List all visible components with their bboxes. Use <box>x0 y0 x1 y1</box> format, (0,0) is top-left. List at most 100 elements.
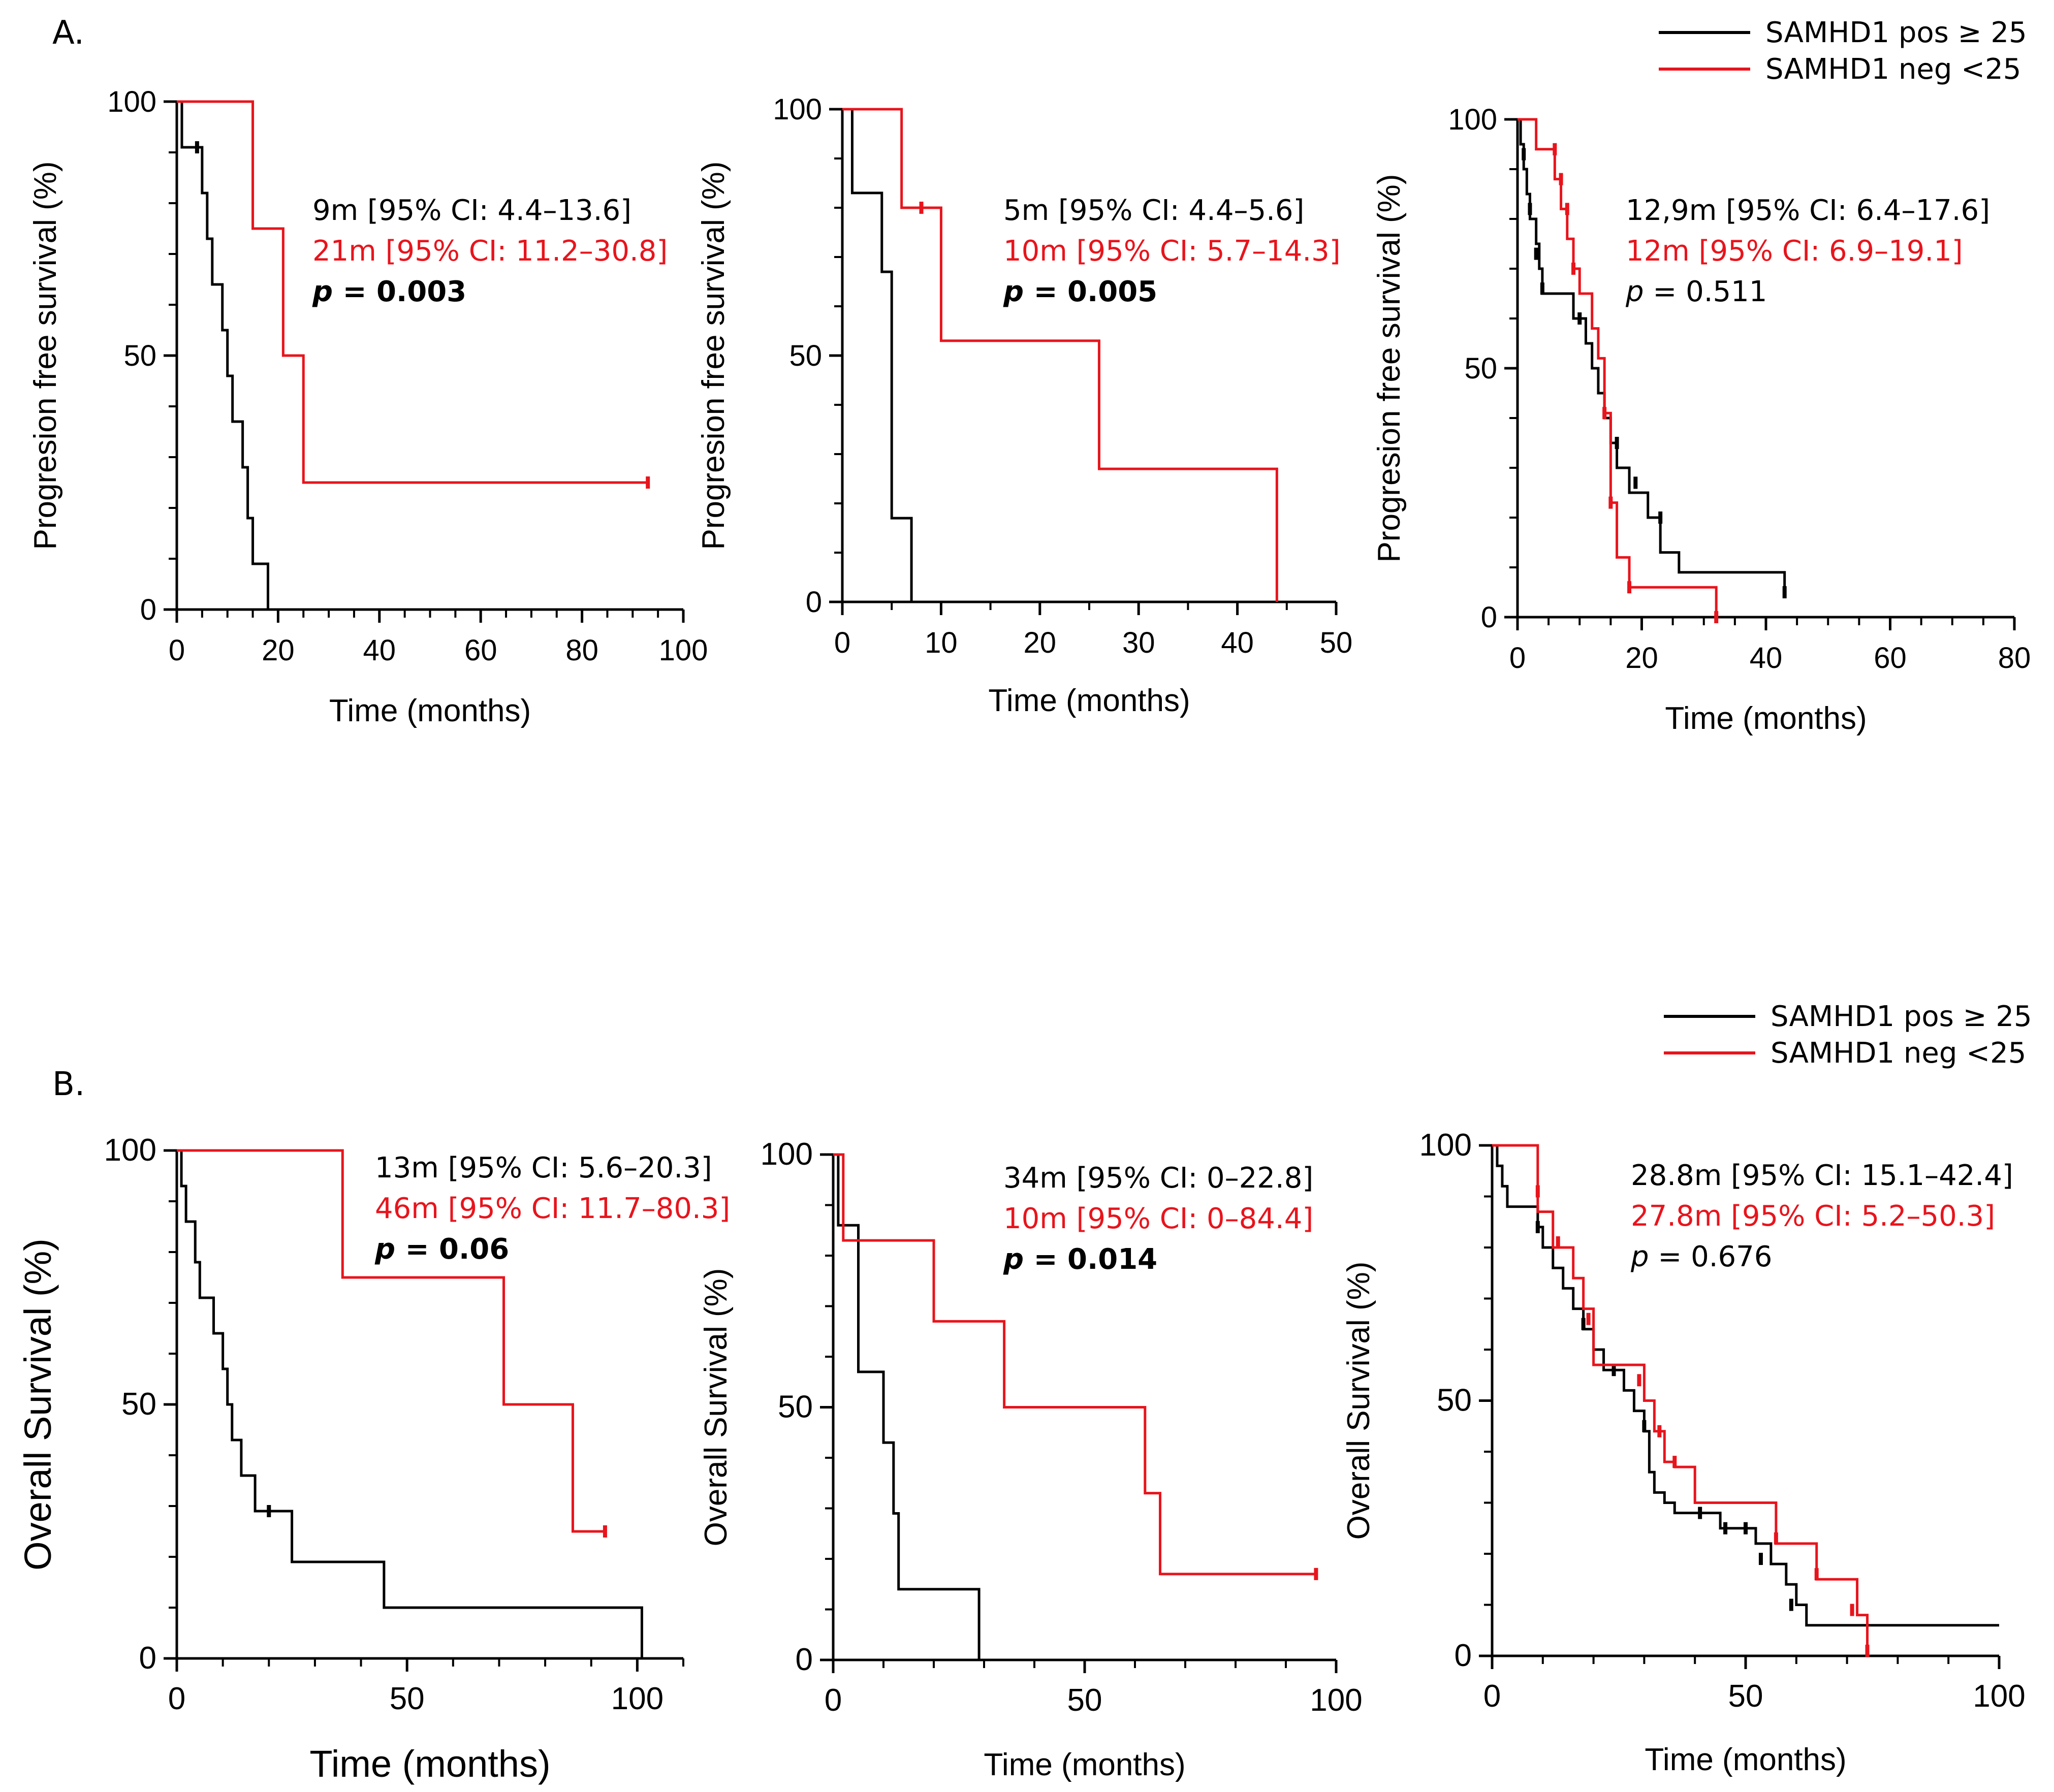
km-curve-neg <box>842 108 1278 602</box>
legend-label-neg: SAMHD1 neg <25 <box>1765 52 2021 86</box>
annotation-a1: 9m [95% CI: 4.4–13.6] 21m [95% CI: 11.2–… <box>312 190 668 312</box>
x-axis-label: Time (months) <box>1665 701 1867 736</box>
annotation-b2: 34m [95% CI: 0–22.8] 10m [95% CI: 0–84.4… <box>1003 1158 1313 1280</box>
y-axis-label: Progresion free survival (%) <box>696 162 731 550</box>
y-tick-label: 100 <box>107 85 156 118</box>
censor-mark-neg <box>646 476 650 489</box>
censor-mark-neg <box>1774 1532 1778 1545</box>
censor-mark-pos <box>1723 1522 1728 1534</box>
x-tick-label: 50 <box>1320 626 1353 659</box>
y-tick-label: 0 <box>139 1641 156 1676</box>
legend-label-pos: SAMHD1 pos ≥ 25 <box>1771 1000 2032 1033</box>
p-value: = 0.06 <box>395 1233 510 1266</box>
annotation-b1: 13m [95% CI: 5.6–20.3] 46m [95% CI: 11.7… <box>375 1148 730 1270</box>
y-tick-label: 0 <box>806 586 822 619</box>
censor-mark-neg <box>1814 1568 1819 1581</box>
km-curve-neg <box>1492 1144 1869 1656</box>
x-tick-label: 100 <box>1973 1679 2025 1714</box>
km-chart-6: 0 50 100 0 50 100 Time (months) Overall Surviva… <box>1341 1128 2026 1777</box>
censor-mark-pos <box>1522 148 1526 161</box>
y-axis-label: Progresion free survival (%) <box>1372 174 1407 563</box>
p-value: = 0.511 <box>1644 275 1767 308</box>
x-axis-label: Time (months) <box>988 683 1190 718</box>
legend-swatch-pos <box>1664 1015 1755 1018</box>
x-axis-label: Time (months) <box>984 1747 1185 1782</box>
x-tick-label: 0 <box>1509 642 1526 675</box>
censor-mark-neg <box>1571 263 1576 275</box>
km-chart-1: 0 20 40 60 80 100 0 50 100 Time (months) Progresio… <box>28 85 708 728</box>
p-label: p <box>312 275 333 308</box>
x-tick-label: 0 <box>825 1683 842 1718</box>
annotation-a3: 12,9m [95% CI: 6.4–17.6] 12m [95% CI: 6.… <box>1626 190 1990 312</box>
p-value-text: p = 0.06 <box>375 1229 730 1270</box>
p-value-text: p = 0.005 <box>1003 272 1341 312</box>
censor-mark-neg <box>1627 581 1632 594</box>
x-tick-label: 100 <box>611 1681 663 1716</box>
x-tick-label: 0 <box>169 634 185 667</box>
censor-mark-pos <box>1642 1420 1647 1432</box>
y-tick-label: 100 <box>773 93 822 126</box>
x-axis-label: Time (months) <box>309 1743 550 1785</box>
km-chart-5: 0 50 100 0 50 100 Time (months) Overall Surviva… <box>699 1137 1363 1782</box>
km-curve-pos <box>177 1149 643 1658</box>
censor-mark-neg <box>1850 1604 1854 1616</box>
legend-swatch-neg <box>1664 1051 1755 1054</box>
legend-bottom: SAMHD1 pos ≥ 25 SAMHD1 neg <25 <box>1664 998 2032 1071</box>
median-neg-text: 10m [95% CI: 0–84.4] <box>1003 1202 1314 1235</box>
p-label: p <box>1003 275 1024 308</box>
x-tick-label: 0 <box>168 1681 185 1716</box>
km-curve-neg <box>177 100 648 484</box>
p-value: = 0.003 <box>333 275 467 308</box>
y-tick-label: 0 <box>1455 1638 1472 1673</box>
p-label: p <box>1003 1243 1024 1276</box>
p-label: p <box>1626 275 1644 308</box>
median-neg-text: 12m [95% CI: 6.9–19.1] <box>1626 235 1963 268</box>
x-tick-label: 10 <box>925 626 958 659</box>
p-value-text: p = 0.676 <box>1631 1237 2013 1277</box>
censor-mark-neg <box>1586 1313 1591 1325</box>
km-curve-pos <box>1492 1144 1999 1627</box>
legend-item-pos: SAMHD1 pos ≥ 25 <box>1659 14 2027 51</box>
x-tick-label: 20 <box>262 634 295 667</box>
median-neg-text: 27.8m [95% CI: 5.2–50.3] <box>1631 1200 1996 1233</box>
x-tick-label: 20 <box>1024 626 1057 659</box>
km-curve-pos <box>177 100 269 610</box>
p-value: = 0.676 <box>1649 1240 1773 1273</box>
median-pos-text: 9m [95% CI: 4.4–13.6] <box>312 194 631 227</box>
p-value-text: p = 0.014 <box>1003 1239 1313 1280</box>
panel-label-a: A. <box>52 14 84 52</box>
x-tick-label: 60 <box>1874 642 1907 675</box>
x-tick-label: 80 <box>1998 642 2031 675</box>
censor-mark-pos <box>1658 511 1663 524</box>
y-tick-label: 50 <box>1437 1383 1472 1418</box>
y-tick-label: 100 <box>1419 1128 1472 1163</box>
y-tick-label: 50 <box>789 339 822 372</box>
x-tick-label: 40 <box>1750 642 1783 675</box>
legend-item-pos: SAMHD1 pos ≥ 25 <box>1664 998 2032 1035</box>
p-value: = 0.014 <box>1024 1243 1158 1276</box>
x-tick-label: 0 <box>834 626 850 659</box>
censor-mark-pos <box>1758 1553 1763 1565</box>
censor-mark-pos <box>1577 312 1582 325</box>
censor-mark-pos <box>1615 437 1619 449</box>
p-label: p <box>375 1233 396 1266</box>
x-tick-label: 40 <box>1221 626 1254 659</box>
km-curve-neg <box>177 1149 605 1533</box>
median-neg-text: 21m [95% CI: 11.2–30.8] <box>312 235 668 268</box>
censor-mark-pos <box>1633 476 1638 489</box>
x-tick-label: 50 <box>390 1681 425 1716</box>
x-tick-label: 0 <box>1483 1679 1501 1714</box>
x-tick-label: 100 <box>1310 1683 1362 1718</box>
y-tick-label: 100 <box>761 1137 813 1172</box>
km-curve-pos <box>842 108 913 602</box>
censor-mark-pos <box>1789 1598 1793 1611</box>
y-axis-label: Overall Survival (%) <box>699 1268 734 1547</box>
legend-label-neg: SAMHD1 neg <25 <box>1771 1036 2027 1070</box>
median-pos-text: 34m [95% CI: 0–22.8] <box>1003 1162 1314 1195</box>
censor-mark-pos <box>1528 203 1532 215</box>
censor-mark-neg <box>1608 496 1613 509</box>
km-curve-pos <box>1518 118 1786 592</box>
censor-mark-neg <box>1535 1185 1540 1198</box>
censor-mark-neg <box>1657 1425 1662 1437</box>
censor-mark-neg <box>1559 173 1563 185</box>
